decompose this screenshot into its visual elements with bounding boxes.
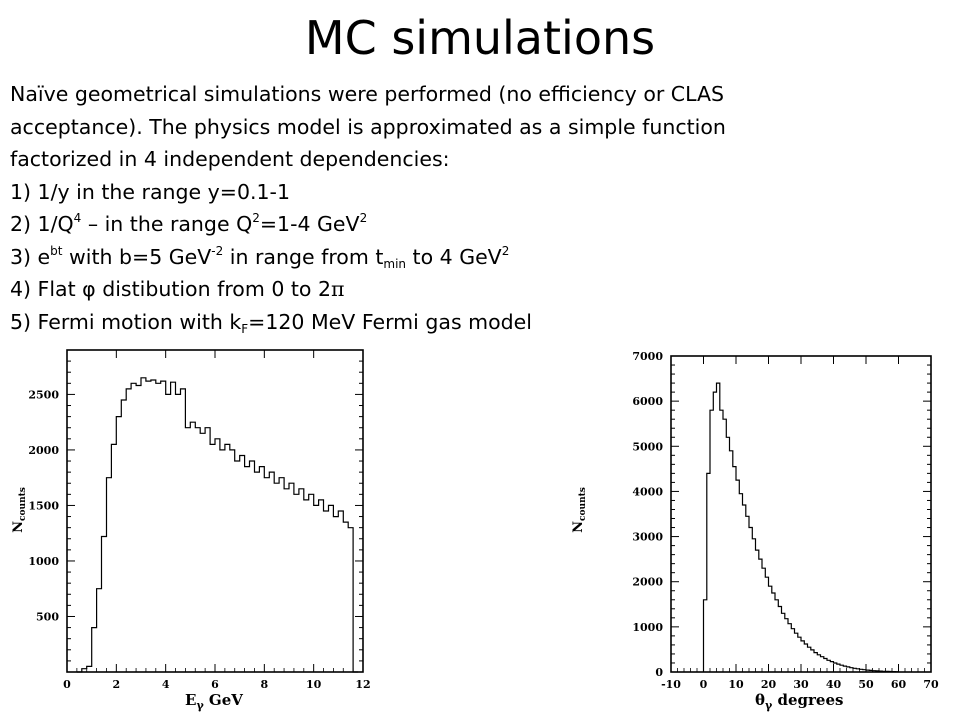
item-3: 3) ebt with b=5 GeV-2 in range from tmin… (10, 243, 510, 271)
x-tick-label: 50 (858, 678, 874, 691)
x-tick-label: 0 (700, 678, 708, 691)
y-tick-label: 1000 (632, 621, 663, 634)
intro-line-2: acceptance). The physics model is approx… (10, 114, 726, 139)
slide-body: Naïve geometrical simulations were perfo… (10, 78, 950, 338)
x-tick-label: -10 (661, 678, 681, 691)
intro-line-3: factorized in 4 independent dependencies… (10, 147, 450, 171)
x-tick-label: 60 (891, 678, 907, 691)
x-tick-label: 2 (113, 678, 121, 691)
x-tick-label: 0 (63, 678, 71, 691)
item-5: 5) Fermi motion with kF=120 MeV Fermi ga… (10, 309, 532, 336)
histogram-series (702, 382, 900, 673)
y-tick-label: 5000 (632, 440, 663, 453)
y-tick-label: 4000 (632, 485, 663, 498)
y-tick-label: 1000 (28, 555, 59, 568)
x-tick-label: 6 (211, 678, 219, 691)
y-axis-label: Ncounts (11, 487, 28, 533)
x-tick-label: 4 (162, 678, 170, 691)
energy-histogram: 0 2 4 6 8 10 12 500 1000 1500 2000 2500 Eγ GeV Ncount… (11, 349, 371, 712)
x-tick-label: 10 (306, 678, 322, 691)
x-tick-label: 10 (728, 678, 744, 691)
y-tick-label: 3000 (632, 531, 663, 544)
y-tick-label: 0 (655, 666, 663, 679)
slide-title: MC simulations (304, 11, 656, 65)
x-axis-label: Eγ GeV (185, 691, 243, 712)
intro-line-1: Naïve geometrical simulations were perfo… (10, 82, 725, 106)
x-axis-label: θγ degrees (755, 691, 843, 712)
y-tick-label: 7000 (632, 350, 663, 363)
y-tick-label: 2000 (28, 444, 59, 457)
plot-frame (670, 355, 932, 673)
x-tick-label: 40 (826, 678, 842, 691)
plot-frame (66, 349, 364, 673)
y-tick-label: 2500 (28, 388, 59, 401)
x-tick-label: 30 (793, 678, 809, 691)
y-tick-label: 500 (36, 610, 59, 623)
x-tick-label: 8 (261, 678, 269, 691)
x-tick-label: 12 (355, 678, 370, 691)
y-axis-label: Ncounts (571, 487, 588, 533)
item-1: 1) 1/y in the range y=0.1-1 (10, 179, 290, 204)
x-tick-label: 70 (923, 678, 939, 691)
angle-histogram: -10 0 10 20 30 40 50 60 700100020003000400050006… (571, 350, 939, 712)
y-tick-label: 6000 (632, 395, 663, 408)
x-tick-label: 20 (761, 678, 777, 691)
item-2: 2) 1/Q4 – in the range Q2=1-4 GeV2 (10, 211, 368, 236)
y-tick-label: 1500 (28, 499, 59, 512)
y-tick-label: 2000 (632, 576, 663, 589)
histogram-series (76, 377, 359, 673)
item-4: 4) Flat φ distibution from 0 to 2π (10, 277, 345, 301)
